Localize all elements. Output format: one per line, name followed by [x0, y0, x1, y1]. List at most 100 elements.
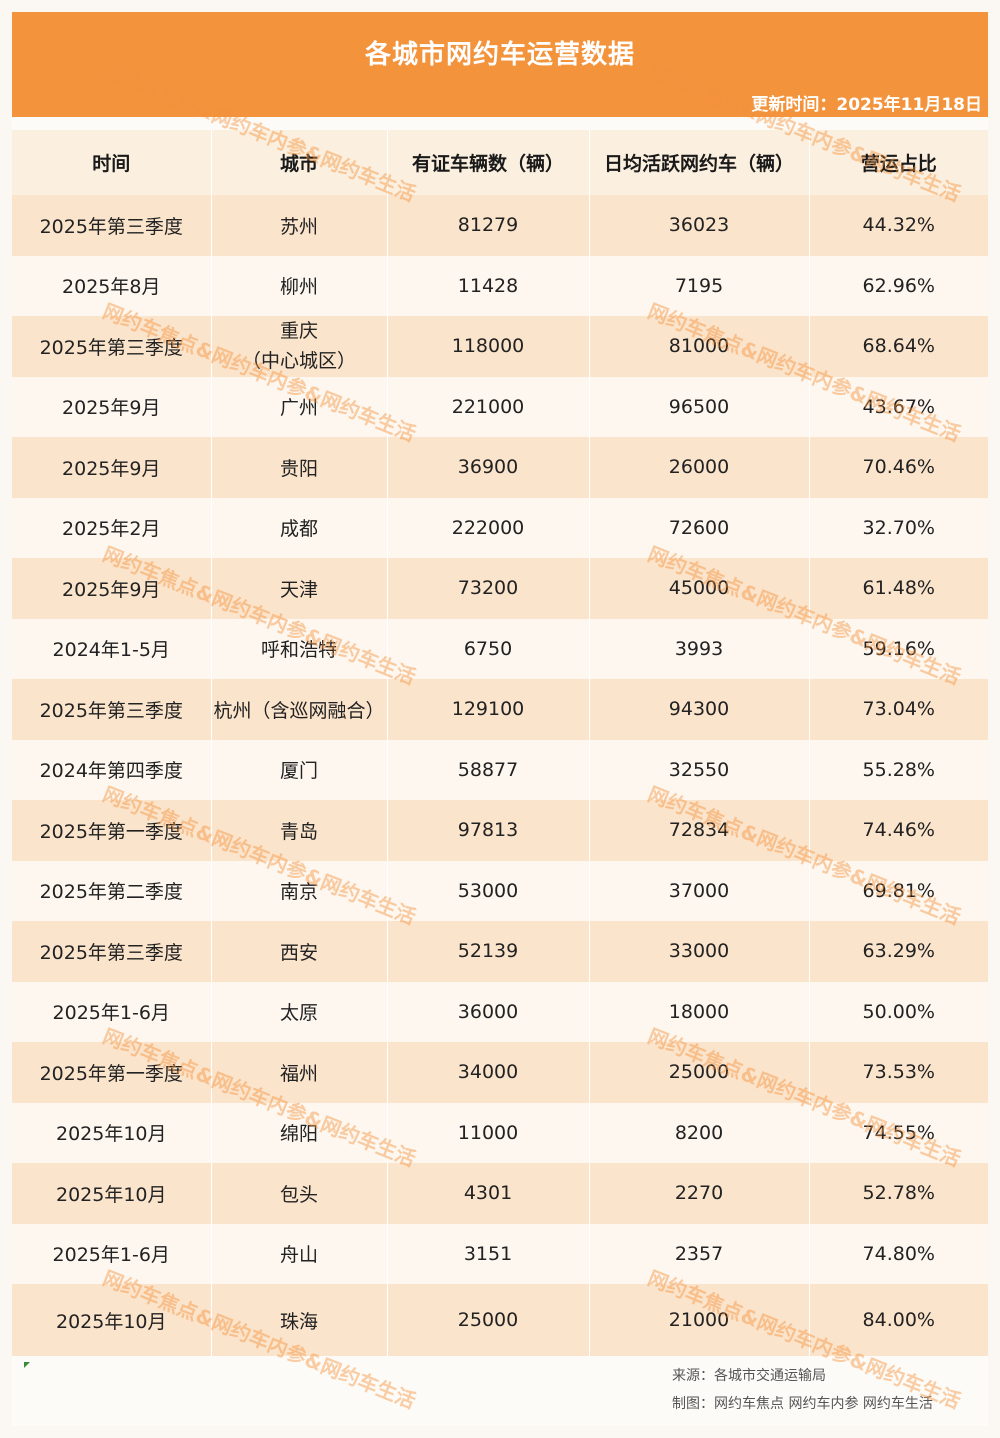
cell-licensed: 36900: [387, 437, 590, 498]
table-row: 2025年9月 广州 221000 96500 43.67%: [12, 376, 988, 437]
cell-time: 2025年1-6月: [12, 1223, 212, 1284]
cell-time: 2025年9月: [12, 558, 212, 619]
cell-city: 西安: [211, 921, 388, 982]
cell-city: 包头: [211, 1163, 388, 1224]
cell-city: 重庆 （中心城区）: [211, 316, 388, 377]
cell-time: 2025年8月: [12, 255, 212, 316]
cell-time: 2024年第四季度: [12, 739, 212, 800]
table-row: 2025年8月 柳州 11428 7195 62.96%: [12, 255, 988, 316]
cell-licensed: 53000: [387, 860, 590, 921]
cell-licensed: 222000: [387, 497, 590, 558]
cell-city: 福州: [211, 1042, 388, 1103]
cell-ratio: 59.16%: [809, 618, 988, 679]
cell-time: 2025年10月: [12, 1102, 212, 1163]
cell-city: 舟山: [211, 1223, 388, 1284]
cell-active: 45000: [589, 558, 810, 619]
source-note: 来源：各城市交通运输局: [672, 1368, 826, 1384]
cell-city: 厦门: [211, 739, 388, 800]
cell-city: 柳州: [211, 255, 388, 316]
cell-active: 7195: [589, 255, 810, 316]
cell-ratio: 43.67%: [809, 376, 988, 437]
cell-ratio: 74.46%: [809, 800, 988, 861]
cell-time: 2025年9月: [12, 376, 212, 437]
cell-ratio: 52.78%: [809, 1163, 988, 1224]
cell-ratio: 68.64%: [809, 316, 988, 377]
cell-licensed: 129100: [387, 679, 590, 740]
cell-time: 2025年第三季度: [12, 316, 212, 377]
table-body: 2025年第三季度 苏州 81279 36023 44.32% 2025年8月 柳州 1142…: [12, 195, 988, 1356]
cell-active: 81000: [589, 316, 810, 377]
cell-ratio: 62.96%: [809, 255, 988, 316]
cell-active: 94300: [589, 679, 810, 740]
cell-active: 18000: [589, 981, 810, 1042]
table-row: 2024年1-5月 呼和浩特 6750 3993 59.16%: [12, 618, 988, 679]
table-row: 2025年10月 珠海 25000 21000 84.00%: [12, 1284, 988, 1356]
cell-city: 珠海: [211, 1284, 388, 1356]
cell-ratio: 74.80%: [809, 1223, 988, 1284]
table-row: 2025年第三季度 重庆 （中心城区） 118000 81000 68.64%: [12, 316, 988, 377]
cell-active: 8200: [589, 1102, 810, 1163]
cell-active: 2270: [589, 1163, 810, 1224]
table-row: 2024年第四季度 厦门 58877 32550 55.28%: [12, 739, 988, 800]
corner-mark: [24, 1362, 30, 1368]
cell-time: 2024年1-5月: [12, 618, 212, 679]
cell-licensed: 52139: [387, 921, 590, 982]
page-title: 各城市网约车运营数据: [364, 40, 635, 70]
table-row: 2025年第三季度 苏州 81279 36023 44.32%: [12, 195, 988, 256]
city-name: 重庆: [279, 320, 318, 343]
cell-licensed: 6750: [387, 618, 590, 679]
column-header-ratio: 营运占比: [809, 130, 988, 195]
cell-licensed: 11000: [387, 1102, 590, 1163]
cell-licensed: 11428: [387, 255, 590, 316]
cell-city: 绵阳: [211, 1102, 388, 1163]
data-table: 时间 城市 有证车辆数（辆） 日均活跃网约车（辆） 营运占比 2025年第三季度…: [12, 130, 988, 1356]
infographic: 各城市网约车运营数据 更新时间：2025年11月18日 时间 城市 有证车辆数（…: [12, 12, 988, 1426]
cell-time: 2025年第三季度: [12, 679, 212, 740]
cell-city: 广州: [211, 376, 388, 437]
table-header-row: 时间 城市 有证车辆数（辆） 日均活跃网约车（辆） 营运占比: [12, 130, 988, 195]
cell-licensed: 34000: [387, 1042, 590, 1103]
cell-licensed: 36000: [387, 981, 590, 1042]
header-banner: 各城市网约车运营数据 更新时间：2025年11月18日: [12, 12, 988, 117]
maker-note: 制图：网约车焦点 网约车内参 网约车生活: [672, 1396, 933, 1412]
column-header-active: 日均活跃网约车（辆）: [589, 130, 810, 195]
cell-licensed: 4301: [387, 1163, 590, 1224]
cell-ratio: 50.00%: [809, 981, 988, 1042]
table-row: 2025年1-6月 太原 36000 18000 50.00%: [12, 981, 988, 1042]
cell-licensed: 3151: [387, 1223, 590, 1284]
table-row: 2025年第一季度 福州 34000 25000 73.53%: [12, 1042, 988, 1103]
table-row: 2025年2月 成都 222000 72600 32.70%: [12, 497, 988, 558]
cell-ratio: 73.04%: [809, 679, 988, 740]
cell-active: 96500: [589, 376, 810, 437]
cell-licensed: 81279: [387, 195, 590, 256]
cell-city: 太原: [211, 981, 388, 1042]
cell-time: 2025年第三季度: [12, 921, 212, 982]
cell-time: 2025年第一季度: [12, 1042, 212, 1103]
cell-time: 2025年第二季度: [12, 860, 212, 921]
cell-ratio: 73.53%: [809, 1042, 988, 1103]
table-row: 2025年10月 包头 4301 2270 52.78%: [12, 1163, 988, 1224]
cell-active: 72834: [589, 800, 810, 861]
cell-active: 33000: [589, 921, 810, 982]
cell-active: 72600: [589, 497, 810, 558]
cell-ratio: 55.28%: [809, 739, 988, 800]
cell-active: 2357: [589, 1223, 810, 1284]
cell-active: 25000: [589, 1042, 810, 1103]
column-header-city: 城市: [211, 130, 388, 195]
cell-city: 呼和浩特: [211, 618, 388, 679]
cell-time: 2025年10月: [12, 1284, 212, 1356]
cell-licensed: 73200: [387, 558, 590, 619]
cell-city: 苏州: [211, 195, 388, 256]
cell-city: 南京: [211, 860, 388, 921]
cell-city: 杭州（含巡网融合）: [211, 679, 388, 740]
cell-ratio: 69.81%: [809, 860, 988, 921]
column-header-time: 时间: [12, 130, 212, 195]
city-subtitle: （中心城区）: [241, 350, 356, 373]
cell-licensed: 118000: [387, 316, 590, 377]
cell-active: 36023: [589, 195, 810, 256]
cell-time: 2025年第三季度: [12, 195, 212, 256]
cell-active: 32550: [589, 739, 810, 800]
cell-time: 2025年10月: [12, 1163, 212, 1224]
cell-time: 2025年9月: [12, 437, 212, 498]
table-row: 2025年第三季度 杭州（含巡网融合） 129100 94300 73.04%: [12, 679, 988, 740]
